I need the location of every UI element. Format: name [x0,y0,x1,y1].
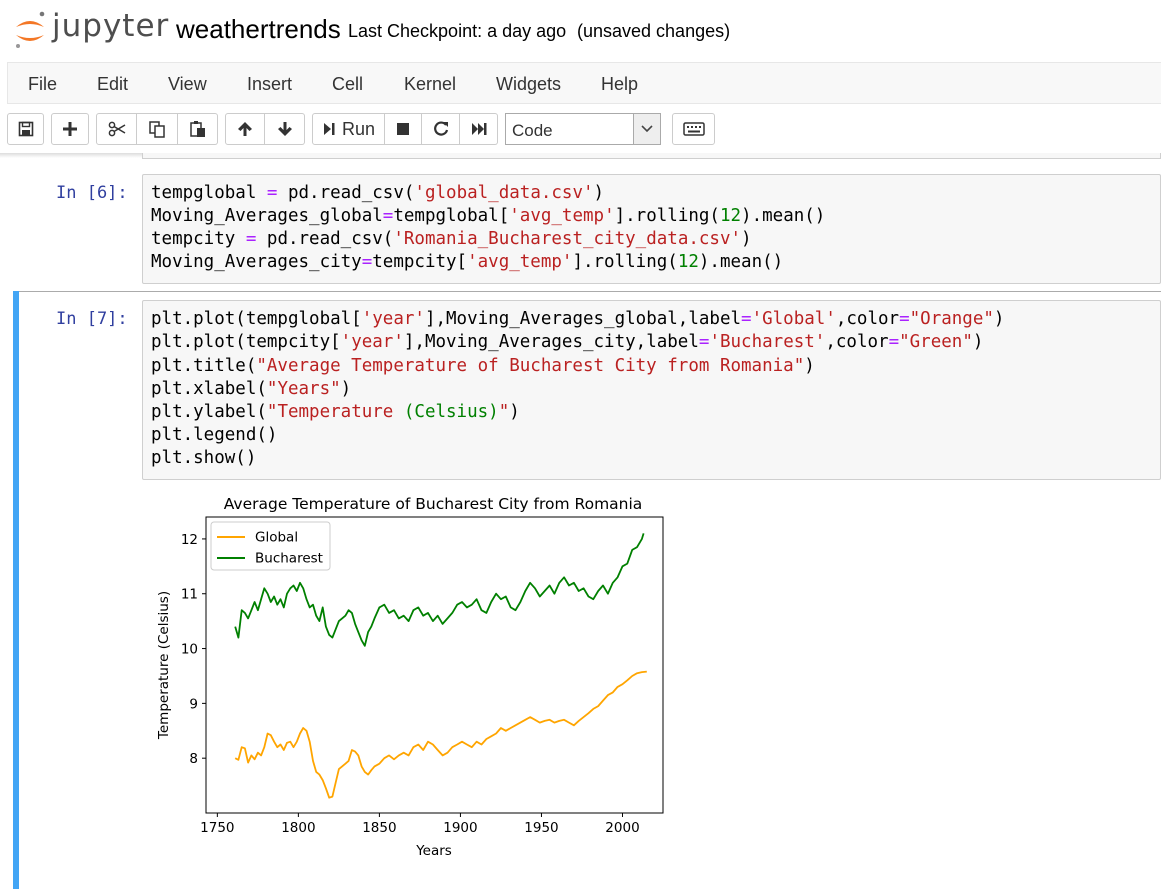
x-tick-label: 1750 [200,820,234,836]
jupyter-logo-text[interactable]: jupyter [52,8,170,44]
chevron-down-icon[interactable] [633,114,660,144]
cut-button[interactable] [96,113,137,145]
code-line: plt.xlabel("Years") [151,379,352,399]
y-tick-label: 12 [181,532,198,548]
insert-cell-button[interactable] [51,113,89,145]
cell-prompt-6: In [6]: [56,183,128,203]
menu-cell[interactable]: Cell [332,74,364,94]
jupyter-logo-icon[interactable] [12,10,48,50]
move-up-button[interactable] [225,113,265,145]
plus-icon [63,122,77,136]
menu-insert[interactable]: Insert [247,74,293,94]
menu-help[interactable]: Help [601,74,639,94]
selected-cell-indicator [13,291,19,889]
x-tick-label: 2000 [605,820,639,836]
code-line: tempcity = pd.read_csv('Romania_Buchares… [151,229,752,249]
series-line-global [234,670,647,799]
y-tick-label: 11 [181,587,198,603]
code-line: plt.plot(tempcity['year'],Moving_Average… [151,332,984,352]
cut-icon [108,121,125,137]
run-button[interactable]: Run [312,113,385,145]
cell-prompt-7: In [7]: [56,309,128,329]
fast-forward-icon [471,123,486,135]
code-line: Moving_Averages_global=tempglobal['avg_t… [151,206,826,226]
arrow-up-icon [238,122,252,136]
y-tick-label: 9 [189,696,198,712]
save-status: (unsaved changes) [577,21,731,41]
code-line: plt.ylabel("Temperature (Celsius)") [151,402,520,422]
code-line: plt.plot(tempglobal['year'],Moving_Avera… [151,309,1005,329]
save-icon [18,121,33,137]
x-tick-label: 1850 [362,820,396,836]
menu-file[interactable]: File [28,74,58,94]
command-palette-button[interactable] [672,113,715,145]
previous-cell-edge[interactable] [142,153,1161,159]
series-line-bucharest [234,533,645,647]
code-line: plt.show() [151,448,257,468]
menu-edit[interactable]: Edit [97,74,129,94]
menu-view[interactable]: View [168,74,207,94]
arrow-down-icon [277,122,292,136]
y-axis-label: Temperature (Celsius) [156,591,172,740]
copy-icon [149,121,165,138]
run-label: Run [341,118,376,139]
menu-bar: File Edit View Insert Cell Kernel Widget… [7,62,1161,104]
notebook-header: jupyter weathertrends Last Checkpoint: a… [0,0,1161,62]
code-line: plt.legend() [151,425,278,445]
x-tick-label: 1900 [443,820,477,836]
run-icon [323,123,335,135]
menu-widgets[interactable]: Widgets [496,74,562,94]
cell-type-value: Code [512,121,553,140]
copy-button[interactable] [137,113,178,145]
restart-icon [433,121,448,136]
menu-kernel[interactable]: Kernel [404,74,457,94]
restart-button[interactable] [422,113,460,145]
paste-icon [189,121,205,137]
x-tick-label: 1950 [524,820,558,836]
restart-run-all-button[interactable] [460,113,498,145]
legend-label-global: Global [255,530,298,546]
x-axis-label: Years [415,843,452,859]
cell-type-select[interactable]: Code [505,113,661,145]
save-button[interactable] [7,113,44,145]
code-line: tempglobal = pd.read_csv('global_data.cs… [151,183,605,203]
legend-label-bucharest: Bucharest [255,551,323,567]
code-cell-7[interactable]: plt.plot(tempglobal['year'],Moving_Avera… [142,300,1161,480]
paste-button[interactable] [178,113,218,145]
cell-output: Average Temperature of Bucharest City fr… [150,490,670,865]
move-down-button[interactable] [265,113,305,145]
chart-title: Average Temperature of Bucharest City fr… [224,495,643,513]
notebook-name[interactable]: weathertrends [176,14,341,44]
y-tick-label: 8 [189,751,198,767]
x-tick-label: 1800 [281,820,315,836]
line-chart: Average Temperature of Bucharest City fr… [156,495,664,859]
interrupt-button[interactable] [385,113,422,145]
toolbar: Run [0,105,1161,153]
stop-icon [397,123,409,135]
code-line: plt.title("Average Temperature of Buchar… [151,356,815,376]
checkpoint-status: Last Checkpoint: a day ago [348,21,567,41]
code-cell-6[interactable]: tempglobal = pd.read_csv('global_data.cs… [142,174,1161,284]
keyboard-icon [682,122,705,136]
code-line: Moving_Averages_city=tempcity['avg_temp'… [151,252,784,272]
chart-legend: Global Bucharest [210,521,331,571]
y-tick-label: 10 [181,642,198,658]
selected-cell[interactable] [19,291,1161,889]
